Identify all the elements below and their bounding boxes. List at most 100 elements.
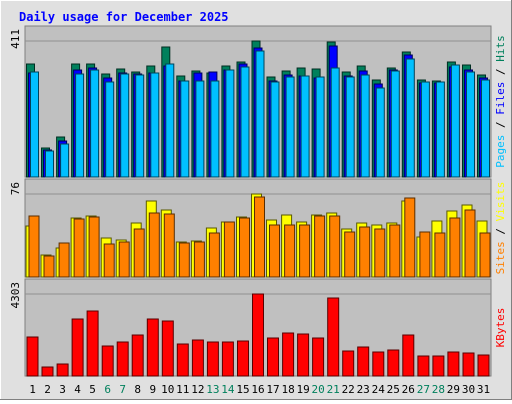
x-tick-label-day-6: 6: [104, 383, 111, 396]
bar-pages-day-14: [225, 69, 235, 178]
bar-pages-day-20: [315, 76, 325, 178]
bar-sites-day-19: [299, 224, 311, 278]
x-tick-label-day-30: 30: [462, 383, 475, 396]
bar-kbytes-day-13: [206, 341, 219, 377]
x-tick-label-day-19: 19: [296, 383, 309, 396]
bar-pages-day-31: [481, 79, 490, 178]
bar-pages-day-2: [45, 150, 54, 178]
bar-kbytes-day-1: [26, 336, 39, 377]
bar-pages-day-18: [285, 76, 295, 178]
bar-pages-day-23: [360, 74, 370, 178]
x-tick-label-day-16: 16: [251, 383, 264, 396]
bar-kbytes-day-22: [342, 350, 355, 377]
legend-separator: /: [494, 115, 507, 135]
bar-kbytes-day-28: [432, 355, 445, 377]
bar-pages-day-27: [420, 81, 430, 178]
bar-pages-day-8: [135, 74, 145, 178]
legend-files: Files: [494, 82, 507, 115]
bar-sites-day-4: [73, 218, 85, 278]
bar-sites-day-28: [434, 232, 446, 278]
bar-pages-day-24: [375, 87, 385, 178]
bar-kbytes-day-9: [146, 318, 159, 377]
bar-kbytes-day-23: [357, 346, 370, 377]
bar-pages-day-6: [105, 81, 115, 178]
bar-pages-day-10: [165, 63, 175, 178]
bar-sites-day-16: [254, 196, 265, 278]
bar-sites-day-25: [389, 224, 401, 278]
bar-sites-day-7: [118, 241, 130, 278]
bar-kbytes-day-8: [131, 334, 144, 377]
x-tick-label-day-9: 9: [149, 383, 156, 396]
x-tick-label-day-21: 21: [327, 383, 340, 396]
bar-sites-day-15: [239, 217, 250, 278]
bar-sites-day-3: [58, 242, 70, 278]
bar-kbytes-day-14: [221, 341, 234, 377]
x-tick-label-day-26: 26: [402, 383, 415, 396]
bar-sites-day-29: [449, 217, 461, 278]
bar-pages-day-7: [120, 73, 130, 178]
bar-pages-day-22: [345, 76, 355, 178]
x-tick-label-day-4: 4: [74, 383, 81, 396]
x-tick-label-day-7: 7: [119, 383, 126, 396]
bar-kbytes-day-29: [447, 351, 460, 377]
x-tick-label-day-23: 23: [357, 383, 370, 396]
bar-kbytes-day-6: [101, 345, 114, 377]
x-tick-label-day-20: 20: [311, 383, 324, 396]
x-tick-label-day-13: 13: [206, 383, 219, 396]
legend-visits: Visits: [494, 182, 507, 222]
legend-separator: /: [494, 62, 507, 82]
x-tick-label-day-25: 25: [387, 383, 400, 396]
bar-sites-day-20: [314, 215, 326, 278]
bar-pages-day-19: [300, 75, 310, 178]
bar-sites-day-14: [223, 221, 235, 278]
bar-pages-day-21: [330, 67, 340, 178]
x-tick-label-day-24: 24: [372, 383, 386, 396]
bar-pages-day-1: [30, 71, 39, 178]
bar-sites-day-22: [344, 231, 356, 278]
bar-sites-day-26: [404, 197, 416, 278]
bar-pages-day-16: [255, 50, 265, 178]
bar-kbytes-day-5: [86, 310, 99, 377]
bar-sites-day-31: [479, 232, 491, 278]
bar-kbytes-day-26: [402, 334, 415, 377]
panel-kbytes-legend: KBytes: [494, 308, 507, 348]
bar-kbytes-day-11: [176, 343, 189, 377]
bar-kbytes-day-21: [327, 297, 340, 377]
x-tick-label-day-2: 2: [44, 383, 51, 396]
bar-kbytes-day-7: [116, 341, 129, 377]
bar-sites-day-24: [374, 228, 386, 278]
bar-pages-day-12: [195, 80, 205, 178]
x-tick-label-day-28: 28: [432, 383, 445, 396]
x-tick-label-day-22: 22: [342, 383, 355, 396]
bar-pages-day-11: [180, 80, 190, 178]
bar-pages-day-25: [390, 70, 400, 178]
bar-pages-day-15: [240, 66, 250, 178]
bar-sites-day-8: [133, 228, 145, 278]
x-tick-label-day-5: 5: [89, 383, 96, 396]
bar-kbytes-day-12: [191, 339, 204, 377]
x-tick-label-day-12: 12: [191, 383, 204, 396]
bar-kbytes-day-30: [462, 352, 475, 377]
bar-kbytes-day-27: [417, 355, 430, 377]
x-tick-label-day-27: 27: [417, 383, 430, 396]
bar-kbytes-day-15: [237, 340, 249, 377]
bar-sites-day-9: [148, 212, 160, 278]
legend-hits: Hits: [494, 35, 507, 62]
x-tick-label-day-17: 17: [266, 383, 279, 396]
bar-sites-day-27: [419, 231, 431, 278]
panel-hits-files-pages-scale-label: 411: [9, 29, 22, 49]
x-tick-label-day-15: 15: [236, 383, 249, 396]
bar-kbytes-day-4: [71, 318, 84, 377]
x-tick-label-day-8: 8: [134, 383, 141, 396]
bar-kbytes-day-3: [56, 363, 69, 377]
legend-separator: /: [494, 221, 507, 241]
bar-kbytes-day-19: [297, 333, 310, 377]
bar-pages-day-29: [450, 64, 460, 178]
bar-sites-day-5: [88, 216, 100, 278]
bar-kbytes-day-2: [41, 366, 54, 377]
bar-kbytes-day-17: [267, 337, 279, 377]
legend-pages: Pages: [494, 135, 507, 168]
bar-kbytes-day-16: [252, 293, 264, 377]
